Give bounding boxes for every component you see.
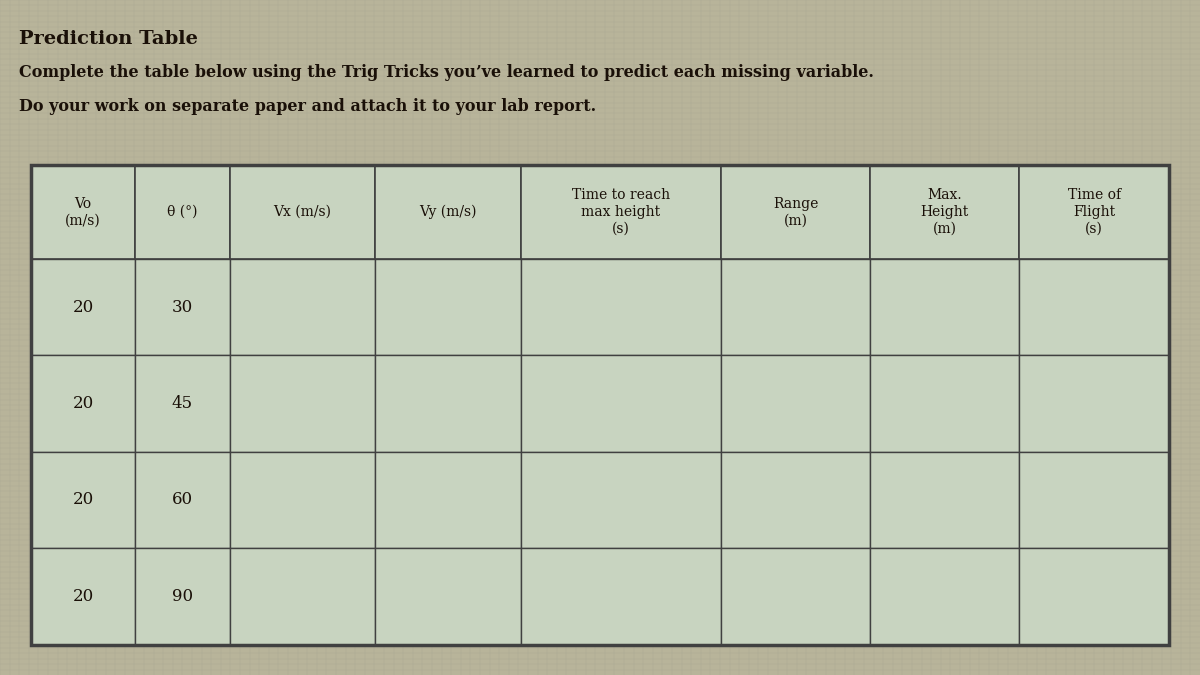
- Bar: [376, 452, 521, 548]
- Text: θ (°): θ (°): [167, 205, 198, 219]
- Text: Vx (m/s): Vx (m/s): [274, 205, 331, 219]
- Bar: [870, 548, 1020, 645]
- Text: 60: 60: [172, 491, 193, 508]
- Bar: [31, 452, 134, 548]
- Bar: [134, 548, 230, 645]
- Text: Vy (m/s): Vy (m/s): [420, 205, 476, 219]
- Bar: [1020, 548, 1169, 645]
- Text: Range
(m): Range (m): [773, 196, 818, 227]
- Bar: [31, 548, 134, 645]
- Bar: [230, 259, 376, 355]
- Text: Vo
(m/s): Vo (m/s): [65, 196, 101, 227]
- Bar: [1020, 165, 1169, 259]
- Bar: [721, 548, 870, 645]
- Text: Max.
Height
(m): Max. Height (m): [920, 188, 968, 236]
- Text: 90: 90: [172, 588, 193, 605]
- Bar: [31, 259, 134, 355]
- Bar: [376, 355, 521, 452]
- Text: 20: 20: [72, 588, 94, 605]
- Text: 20: 20: [72, 395, 94, 412]
- Bar: [230, 548, 376, 645]
- Bar: [521, 259, 721, 355]
- Text: 20: 20: [72, 298, 94, 315]
- Text: Time of
Flight
(s): Time of Flight (s): [1068, 188, 1121, 236]
- Text: Prediction Table: Prediction Table: [19, 30, 198, 49]
- Text: Time to reach
max height
(s): Time to reach max height (s): [572, 188, 670, 236]
- Bar: [521, 355, 721, 452]
- Bar: [521, 548, 721, 645]
- Bar: [1020, 452, 1169, 548]
- Bar: [134, 165, 230, 259]
- Bar: [31, 355, 134, 452]
- Bar: [230, 355, 376, 452]
- Bar: [521, 452, 721, 548]
- Bar: [1020, 259, 1169, 355]
- Bar: [870, 452, 1020, 548]
- Bar: [721, 355, 870, 452]
- Bar: [134, 355, 230, 452]
- Bar: [870, 165, 1020, 259]
- Text: 30: 30: [172, 298, 193, 315]
- Text: Do your work on separate paper and attach it to your lab report.: Do your work on separate paper and attac…: [19, 98, 596, 115]
- Bar: [376, 165, 521, 259]
- Text: Complete the table below using the Trig Tricks you’ve learned to predict each mi: Complete the table below using the Trig …: [19, 64, 874, 81]
- Bar: [31, 165, 134, 259]
- Bar: [1020, 355, 1169, 452]
- Bar: [230, 165, 376, 259]
- Bar: [870, 259, 1020, 355]
- Bar: [376, 259, 521, 355]
- Text: 45: 45: [172, 395, 193, 412]
- Bar: [721, 452, 870, 548]
- Bar: [721, 165, 870, 259]
- Bar: [134, 452, 230, 548]
- Bar: [521, 165, 721, 259]
- Bar: [376, 548, 521, 645]
- Bar: [230, 452, 376, 548]
- Text: 20: 20: [72, 491, 94, 508]
- Bar: [721, 259, 870, 355]
- Bar: [870, 355, 1020, 452]
- Bar: [31, 165, 1169, 645]
- Bar: [134, 259, 230, 355]
- Bar: [31, 165, 1169, 645]
